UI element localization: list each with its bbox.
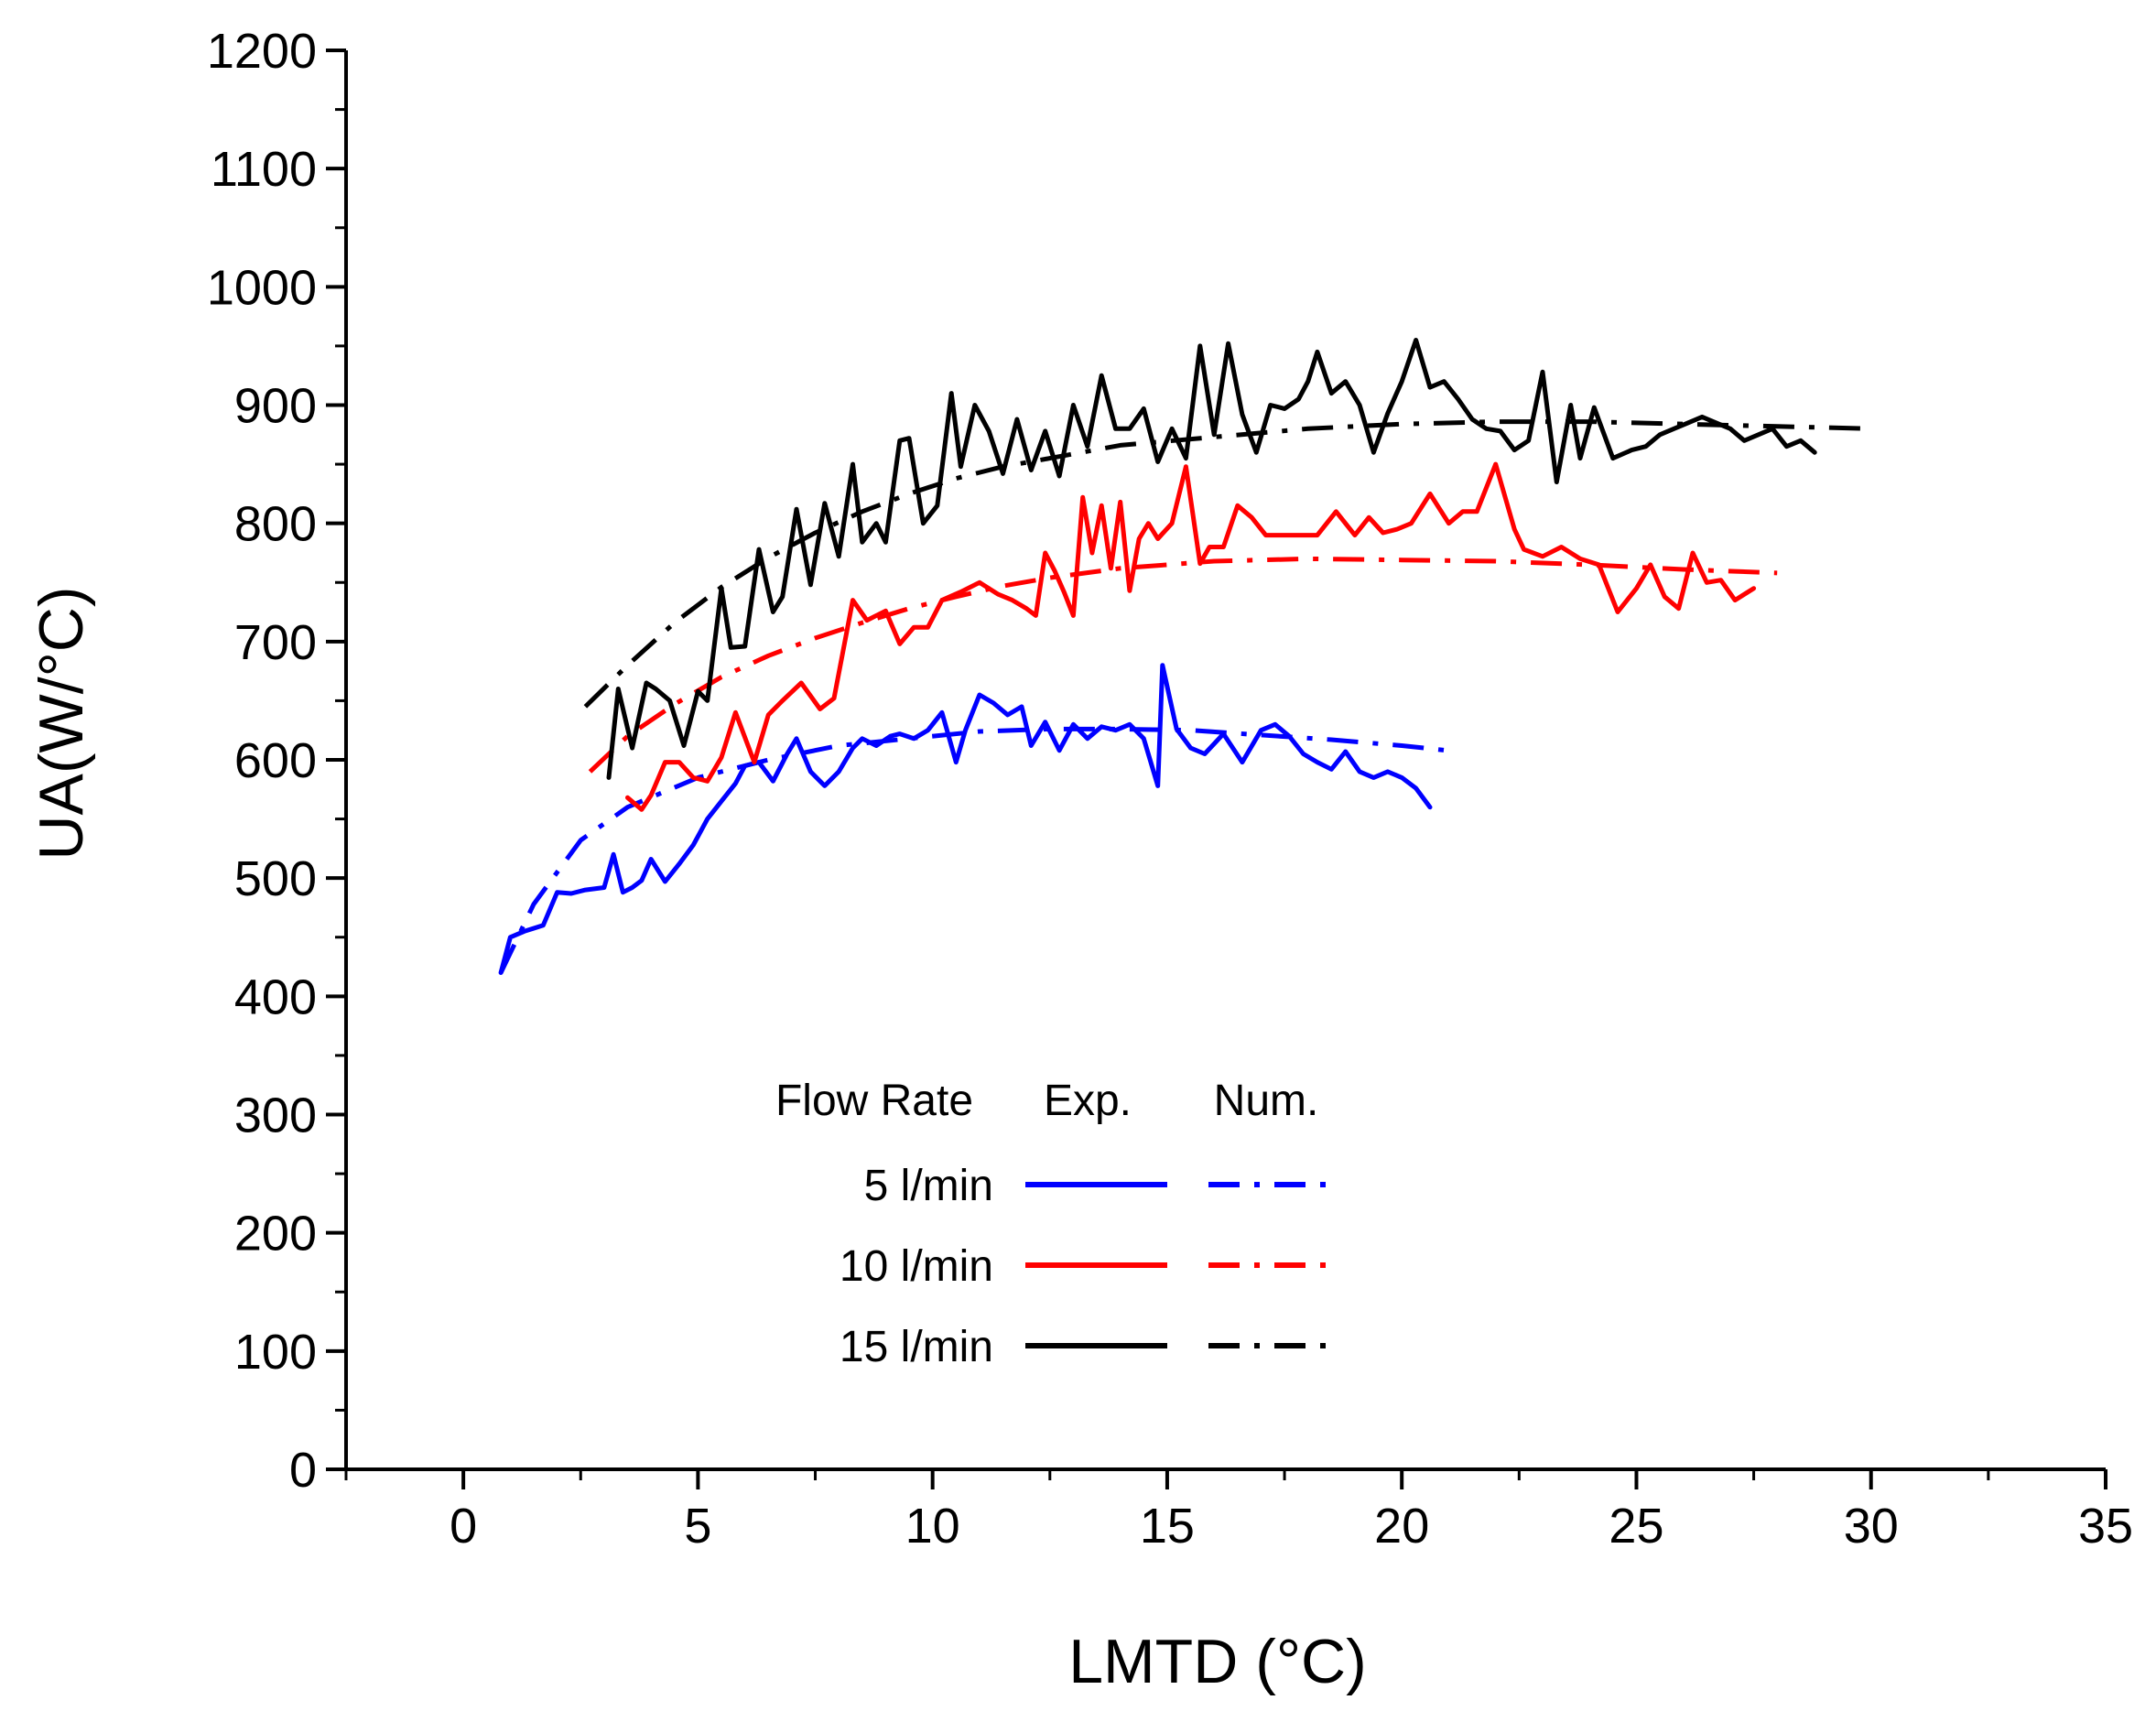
series-line-5-lpm-num (498, 726, 1458, 974)
y-tick-label: 1100 (211, 142, 317, 197)
x-tick-label: 25 (1609, 1499, 1663, 1554)
x-tick-label: 10 (905, 1499, 960, 1554)
axes: 0100200300400500600700800900100011001200… (207, 24, 2133, 1554)
y-tick-label: 1000 (207, 260, 317, 315)
legend-exp-header: Exp. (1044, 1077, 1132, 1125)
series-line-5-lpm-exp (498, 663, 1433, 975)
legend-num-header: Num. (1214, 1077, 1319, 1125)
y-tick-label: 900 (234, 379, 317, 434)
x-tick-label: 35 (2078, 1499, 2133, 1554)
legend-header: Flow Rate (775, 1077, 973, 1125)
series-line-15-lpm-exp (606, 338, 1817, 780)
legend-label: 10 l/min (840, 1242, 993, 1291)
y-tick-label: 200 (234, 1207, 317, 1262)
y-tick-label: 1200 (207, 24, 317, 79)
y-tick-label: 0 (289, 1443, 317, 1498)
x-axis-title: LMTD (°C) (1068, 1627, 1367, 1696)
x-tick-label: 0 (450, 1499, 477, 1554)
x-tick-label: 20 (1374, 1499, 1429, 1554)
legend: Flow Rate Exp. Num. 5 l/min 10 l/min 15 l/… (775, 1077, 1337, 1371)
series-line-15-lpm-num (583, 419, 1871, 709)
y-axis-title: UA(W/°C) (27, 586, 96, 860)
y-tick-label: 600 (234, 733, 317, 788)
series-line-10-lpm-exp (625, 461, 1757, 812)
y-tick-label: 100 (234, 1325, 317, 1380)
legend-label: 15 l/min (840, 1323, 993, 1371)
series-line-10-lpm-num (588, 556, 1778, 774)
x-tick-label: 5 (684, 1499, 711, 1554)
plot-area (498, 338, 1871, 975)
y-tick-label: 800 (234, 497, 317, 552)
x-tick-label: 30 (1844, 1499, 1899, 1554)
x-tick-label: 15 (1140, 1499, 1195, 1554)
y-tick-label: 300 (234, 1088, 317, 1143)
y-tick-label: 500 (234, 851, 317, 906)
y-tick-label: 700 (234, 615, 317, 670)
legend-label: 5 l/min (864, 1162, 993, 1210)
y-tick-label: 400 (234, 969, 317, 1024)
